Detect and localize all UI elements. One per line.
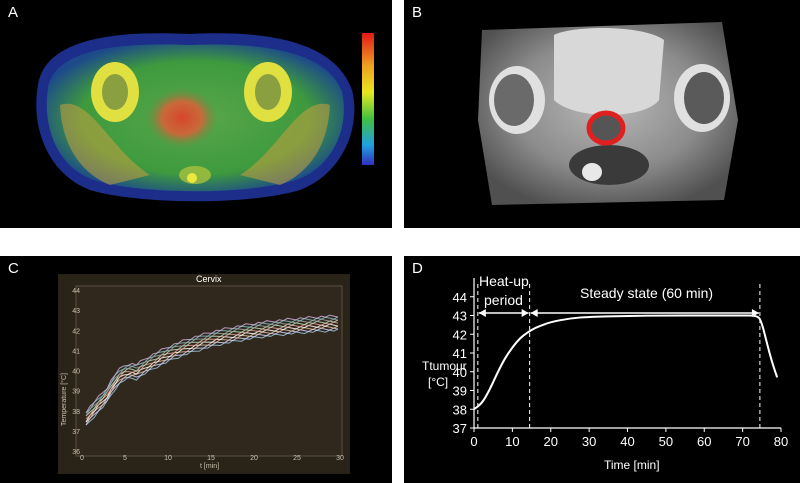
x-tick-label: 0: [470, 434, 477, 449]
arrow-head-right: [751, 309, 759, 317]
y-tick-label: 38: [453, 402, 467, 417]
mri-pelvis-image: [478, 22, 738, 205]
arrow-head-left: [478, 309, 486, 317]
y-tick-label: 40: [453, 365, 467, 380]
x-tick-labels: 0 10 20 30 40 50 60 70 80: [470, 428, 788, 449]
monitor-y-tick: 37: [72, 429, 80, 436]
monitor-x-tick: 10: [164, 455, 172, 462]
panel-c-temperature-monitor: C Cervix Temperature [°C] t [min] 36 37 38…: [0, 256, 392, 483]
y-tick-label: 43: [453, 309, 467, 324]
tumour-outline: [586, 110, 626, 146]
monitor-y-tick: 44: [72, 288, 80, 295]
tumour-temperature-chart: 37 38 39 40 41 42 43 44 0 10 20 30 40 50 60 70 80 Heat-…: [422, 273, 788, 472]
monitor-ylabel: Temperature [°C]: [60, 373, 68, 426]
monitor-xlabel: t [min]: [200, 463, 219, 470]
panel-b-mri-image: B: [404, 0, 800, 228]
panel-a-thermal-image: A: [0, 0, 392, 228]
y-tick-label: 39: [453, 384, 467, 399]
monitor-title: Cervix: [196, 274, 222, 284]
panel-a-letter: A: [8, 4, 19, 21]
x-tick-label: 70: [735, 434, 749, 449]
y-tick-label: 44: [453, 290, 467, 305]
monitor-y-tick: 43: [72, 308, 80, 315]
y-tick-label: 37: [453, 421, 467, 436]
monitor-plot: Cervix Temperature [°C] t [min] 36 37 38 39…: [58, 274, 350, 474]
monitor-curves: [85, 314, 339, 426]
phase-arrows: [478, 309, 759, 317]
y-axis-label-line1: Ttumour: [422, 359, 467, 373]
monitor-curve: [85, 318, 339, 417]
x-tick-label: 20: [544, 434, 558, 449]
monitor-y-ticks: 36 37 38 39 40 41 42 43 44: [72, 288, 80, 456]
monitor-curve: [85, 321, 339, 420]
monitor-x-ticks: 0 5 10 15 20 25 30: [80, 455, 344, 462]
x-tick-label: 30: [582, 434, 596, 449]
y-axis-label-line2: [°C]: [428, 375, 448, 389]
x-tick-label: 80: [774, 434, 788, 449]
y-tick-label: 42: [453, 327, 467, 342]
monitor-curve: [85, 327, 339, 426]
y-tick-labels: 37 38 39 40 41 42 43 44: [453, 290, 474, 436]
monitor-x-tick: 30: [336, 455, 344, 462]
tumour-temperature-curve: [473, 314, 779, 411]
heatup-label-line1: Heat-up: [479, 273, 529, 289]
panel-d-letter: D: [412, 260, 423, 277]
monitor-y-tick: 36: [72, 449, 80, 456]
panel-d-schematic-chart: D 37 38 39 40 41 42 43 44 0 10 20 30 40 50 60 70 80 Hea…: [404, 256, 800, 483]
panel-c-letter: C: [8, 260, 19, 277]
x-tick-label: 60: [697, 434, 711, 449]
heatup-label-line2: period: [484, 292, 523, 308]
thermal-pelvis-image: [36, 33, 374, 202]
monitor-curve: [85, 323, 339, 423]
x-tick-label: 10: [505, 434, 519, 449]
monitor-y-tick: 40: [72, 369, 80, 376]
x-axis-label: Time [min]: [604, 458, 660, 472]
monitor-y-tick: 39: [72, 389, 80, 396]
monitor-x-tick: 20: [250, 455, 258, 462]
monitor-x-tick: 15: [207, 455, 215, 462]
monitor-x-tick: 5: [123, 455, 127, 462]
y-tick-label: 41: [453, 346, 467, 361]
monitor-x-tick: 25: [293, 455, 301, 462]
monitor-y-tick: 38: [72, 409, 80, 416]
monitor-x-tick: 0: [80, 455, 84, 462]
panel-b-letter: B: [412, 4, 423, 21]
monitor-y-tick: 41: [72, 348, 80, 355]
steady-state-label: Steady state (60 min): [580, 285, 713, 301]
phase-markers: [477, 284, 761, 428]
monitor-y-tick: 42: [72, 328, 80, 335]
arrow-head-right: [521, 309, 529, 317]
x-tick-label: 40: [620, 434, 634, 449]
x-tick-label: 50: [659, 434, 673, 449]
monitor-curve: [85, 314, 339, 414]
arrow-head-left: [530, 309, 538, 317]
